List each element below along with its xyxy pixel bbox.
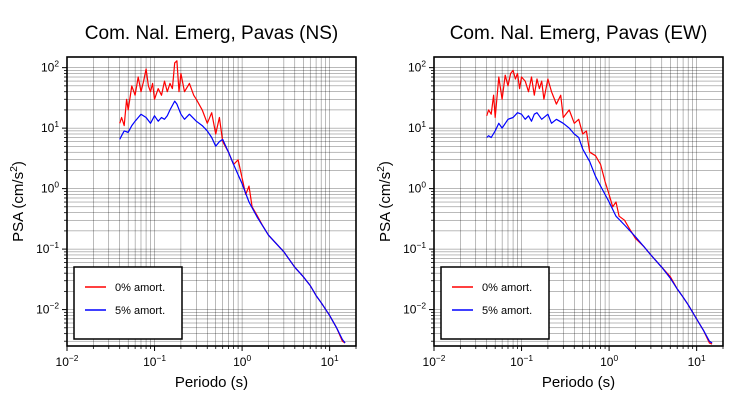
x-tick-base: 10	[688, 355, 702, 369]
y-axis-label-base: PSA (cm/s	[10, 172, 27, 242]
y-tick-exp: 1	[421, 119, 426, 129]
x-tick-base: 10	[143, 355, 157, 369]
y-tick-label: 101	[41, 119, 59, 135]
series-line-amort-5	[486, 112, 713, 344]
y-tick-label: 100	[408, 180, 426, 196]
y-tick-exp: 0	[54, 180, 59, 190]
x-tick-base: 10	[321, 355, 335, 369]
y-tick-base: 10	[41, 61, 55, 75]
x-tick-exp: −2	[69, 353, 79, 363]
y-tick-label: 10−1	[403, 240, 426, 256]
x-tick-base: 10	[600, 355, 614, 369]
y-tick-exp: −1	[416, 240, 426, 250]
x-tick-base: 10	[510, 355, 524, 369]
y-tick-base: 10	[408, 61, 422, 75]
y-tick-exp: −2	[416, 301, 426, 311]
legend-label: 5% amort.	[482, 305, 532, 317]
x-tick-label: 10−1	[143, 353, 166, 369]
y-tick-base: 10	[41, 182, 55, 196]
x-tick-exp: −1	[156, 353, 166, 363]
x-tick-base: 10	[56, 355, 70, 369]
y-tick-label: 10−2	[36, 301, 59, 317]
x-tick-exp: −1	[523, 353, 533, 363]
series-line-amort-5	[119, 100, 346, 344]
x-tick-label: 101	[688, 353, 706, 369]
y-tick-base: 10	[403, 242, 417, 256]
x-tick-exp: 0	[246, 353, 251, 363]
x-tick-label: 101	[321, 353, 339, 369]
x-tick-label: 10−2	[423, 353, 446, 369]
legend: 0% amort. 5% amort.	[440, 266, 550, 340]
x-axis-label: Periodo (s)	[542, 374, 615, 391]
x-axis-label: Periodo (s)	[175, 374, 248, 391]
x-tick-exp: 1	[334, 353, 339, 363]
x-tick-label: 10−2	[56, 353, 79, 369]
y-axis-label-sup: 2	[8, 166, 20, 172]
y-axis-label-sup: 2	[375, 166, 387, 172]
y-tick-label: 10−1	[36, 240, 59, 256]
y-axis-label-tail: )	[377, 161, 394, 166]
grid	[66, 57, 357, 346]
y-tick-exp: 0	[421, 180, 426, 190]
x-tick-exp: −2	[436, 353, 446, 363]
plot-frame	[66, 56, 357, 347]
y-axis-label-base: PSA (cm/s	[377, 172, 394, 242]
y-tick-label: 100	[41, 180, 59, 196]
y-tick-label: 10−2	[403, 301, 426, 317]
y-tick-base: 10	[408, 121, 422, 135]
y-axis-label: PSA (cm/s2)	[8, 161, 27, 242]
y-tick-base: 10	[41, 121, 55, 135]
y-tick-exp: 2	[54, 59, 59, 69]
y-tick-base: 10	[36, 242, 50, 256]
y-tick-base: 10	[36, 303, 50, 317]
y-axis-label-tail: )	[10, 161, 27, 166]
legend: 0% amort. 5% amort.	[73, 266, 183, 340]
legend-label: 0% amort.	[482, 282, 532, 294]
legend-box	[73, 266, 183, 340]
legend-label: 5% amort.	[115, 305, 165, 317]
x-tick-exp: 1	[701, 353, 706, 363]
y-tick-exp: −1	[49, 240, 59, 250]
x-tick-base: 10	[233, 355, 247, 369]
legend-label: 0% amort.	[115, 282, 165, 294]
x-tick-label: 10−1	[510, 353, 533, 369]
y-tick-label: 102	[408, 59, 426, 75]
chart-title: Com. Nal. Emerg, Pavas (NS)	[85, 23, 338, 44]
y-tick-base: 10	[408, 182, 422, 196]
y-tick-exp: 1	[54, 119, 59, 129]
chart-title: Com. Nal. Emerg, Pavas (EW)	[450, 23, 708, 44]
y-tick-label: 102	[41, 59, 59, 75]
x-tick-label: 100	[600, 353, 618, 369]
legend-box	[440, 266, 550, 340]
y-tick-exp: 2	[421, 59, 426, 69]
y-axis-label: PSA (cm/s2)	[375, 161, 394, 242]
y-tick-exp: −2	[49, 301, 59, 311]
x-tick-base: 10	[423, 355, 437, 369]
x-tick-label: 100	[233, 353, 251, 369]
plot-frame	[433, 56, 724, 347]
y-tick-base: 10	[403, 303, 417, 317]
x-tick-exp: 0	[613, 353, 618, 363]
y-tick-label: 101	[408, 119, 426, 135]
